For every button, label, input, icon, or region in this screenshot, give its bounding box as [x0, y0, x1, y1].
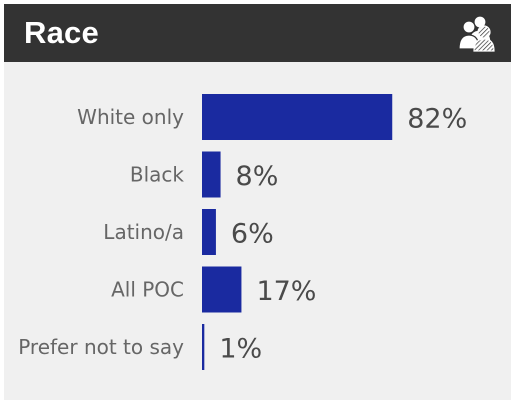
bar-latino-a	[202, 209, 216, 255]
category-label-latino-a: Latino/a	[103, 220, 184, 244]
card-title: Race	[24, 15, 99, 50]
category-label-prefer-not-to-say: Prefer not to say	[18, 335, 184, 359]
category-label-white-only: White only	[77, 105, 184, 129]
category-label-black: Black	[130, 163, 185, 187]
bar-all-poc	[202, 266, 242, 313]
card-header: Race	[4, 4, 511, 62]
category-label-all-poc: All POC	[111, 278, 184, 302]
value-label-latino-a: 6%	[231, 219, 274, 250]
value-label-prefer-not-to-say: 1%	[219, 334, 262, 365]
bar-black	[202, 151, 221, 198]
value-label-black: 8%	[236, 161, 279, 192]
race-card: Race White only 82% Black 8% Latino/a 6% All P…	[4, 4, 511, 400]
race-bar-chart: White only 82% Black 8% Latino/a 6% All POC 17%…	[18, 94, 467, 370]
value-label-all-poc: 17%	[256, 276, 316, 307]
people-group-icon	[458, 15, 495, 52]
bar-prefer-not-to-say	[202, 324, 205, 370]
value-label-white-only: 82%	[407, 104, 467, 135]
bar-white-only	[202, 94, 393, 140]
